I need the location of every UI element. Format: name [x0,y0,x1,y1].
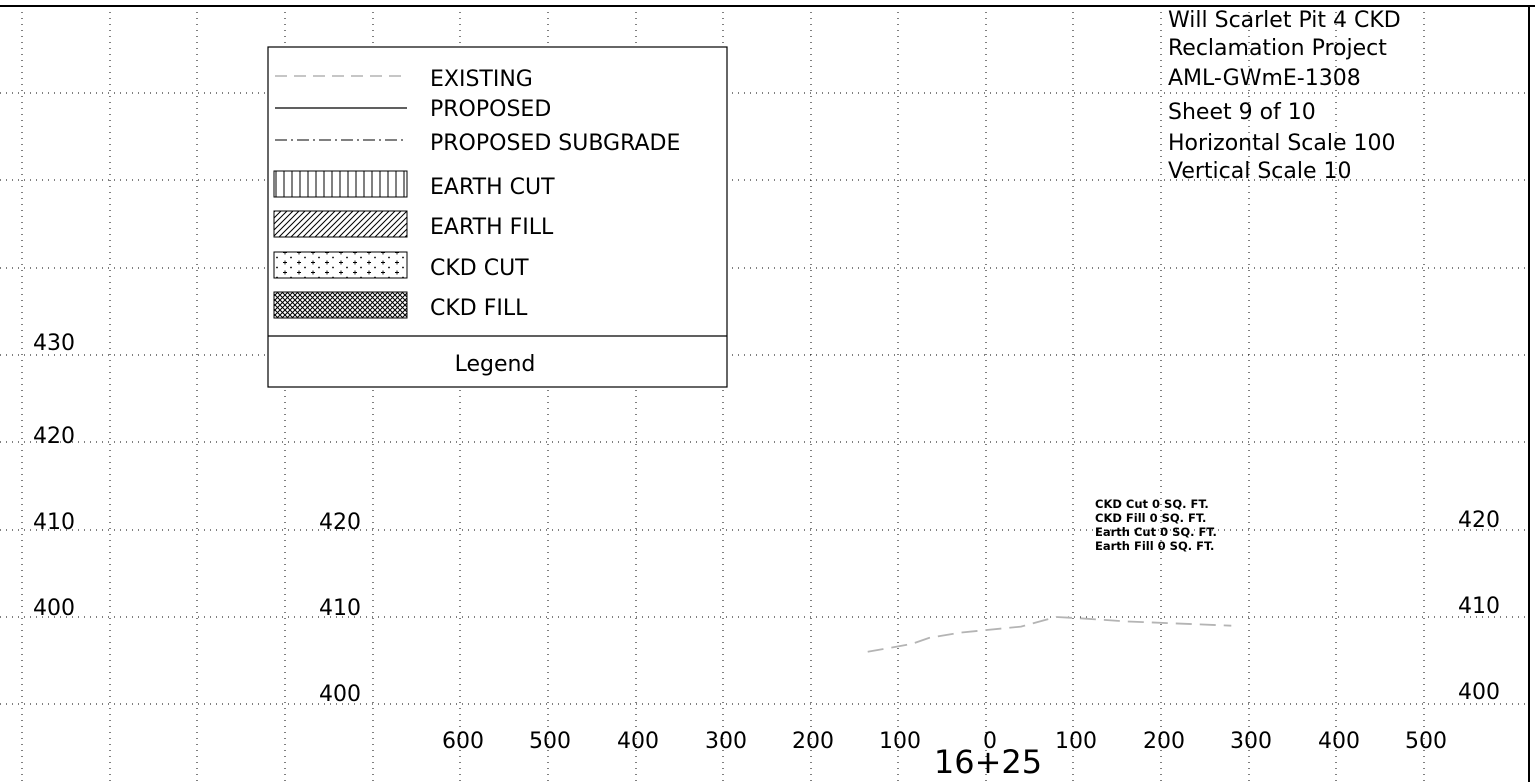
inner-left-elevation-labels: 420 410 400 [319,510,361,707]
legend-label-proposed-subgrade: PROPOSED SUBGRADE [430,131,680,156]
title-line-2: Reclamation Project [1168,36,1387,61]
offset-label-right-100: 100 [1055,729,1097,754]
title-line-4: Sheet 9 of 10 [1168,100,1316,125]
station-label: 16+25 [934,743,1042,781]
offset-label-left-600: 600 [442,729,484,754]
ckd-cut-quantity: CKD Cut 0 SQ. FT. [1095,497,1209,511]
legend-label-ckd-cut: CKD CUT [430,256,529,281]
earth-cut-swatch [273,170,408,198]
offset-label-left-500: 500 [529,729,571,754]
drawing-frame [0,5,1535,782]
offset-label-right-400: 400 [1318,729,1360,754]
offset-label-left-100: 100 [879,729,921,754]
legend-label-existing: EXISTING [430,67,533,92]
offset-label-left-200: 200 [792,729,834,754]
right-elevation-410: 410 [1458,594,1500,619]
title-line-5: Horizontal Scale 100 [1168,131,1396,156]
offset-label-right-500: 500 [1405,729,1447,754]
legend-label-proposed: PROPOSED [430,97,551,122]
earth-fill-swatch [273,210,408,238]
legend-title: Legend [455,352,536,377]
inner-left-elevation-410: 410 [319,596,361,621]
right-elevation-labels: 420 410 400 [1458,508,1500,705]
title-line-6: Vertical Scale 10 [1168,159,1352,184]
existing-ground-profile [867,616,1232,653]
legend-box: EXISTING PROPOSED PROPOSED SUBGRADE EART… [267,46,728,388]
legend-label-earth-cut: EARTH CUT [430,175,555,200]
offset-label-right-200: 200 [1143,729,1185,754]
legend-label-earth-fill: EARTH FILL [430,215,554,240]
inner-left-elevation-420: 420 [319,510,361,535]
title-line-1: Will Scarlet Pit 4 CKD [1168,8,1401,33]
right-elevation-420: 420 [1458,508,1500,533]
offset-label-left-300: 300 [705,729,747,754]
legend-label-ckd-fill: CKD FILL [430,296,528,321]
title-block: Will Scarlet Pit 4 CKD Reclamation Proje… [1168,8,1401,184]
offset-label-right-300: 300 [1230,729,1272,754]
quantities-block: CKD Cut 0 SQ. FT. CKD Fill 0 SQ. FT. Ear… [1095,497,1217,553]
ckd-cut-swatch [273,251,408,279]
offset-label-zero: 0 [983,729,997,754]
offset-labels: 600 500 400 300 200 100 0 100 200 300 40… [442,729,1447,754]
outer-left-elevation-420: 420 [33,424,75,449]
offset-label-left-400: 400 [617,729,659,754]
outer-left-elevation-410: 410 [33,510,75,535]
earth-fill-quantity: Earth Fill 0 SQ. FT. [1095,539,1214,553]
title-line-3: AML-GWmE-1308 [1168,66,1361,91]
inner-left-elevation-400: 400 [319,682,361,707]
outer-left-elevation-400: 400 [33,596,75,621]
right-elevation-400: 400 [1458,680,1500,705]
ckd-fill-quantity: CKD Fill 0 SQ. FT. [1095,511,1206,525]
outer-left-elevation-430: 430 [33,331,75,356]
ckd-fill-swatch [273,291,408,319]
earth-cut-quantity: Earth Cut 0 SQ. FT. [1095,525,1217,539]
outer-left-elevation-labels: 430 420 410 400 [33,331,75,621]
